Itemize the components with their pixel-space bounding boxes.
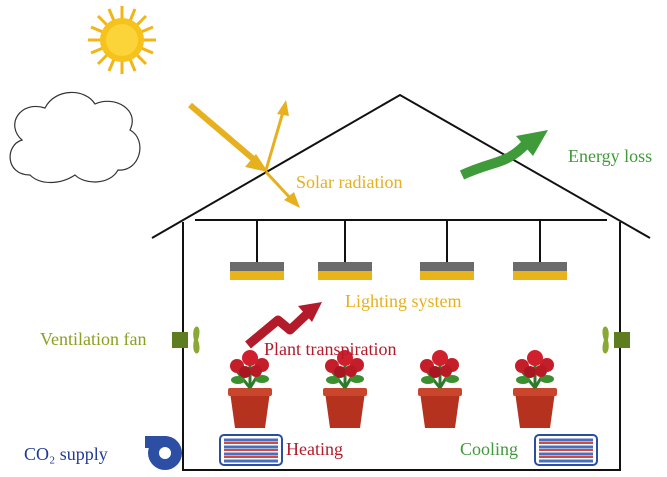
heating-label: Heating bbox=[286, 439, 343, 459]
solar-radiation-label: Solar radiation bbox=[296, 172, 402, 192]
lighting-system-label: Lighting system bbox=[345, 291, 462, 311]
cooling-label: Cooling bbox=[460, 439, 518, 459]
energy-loss-label: Energy loss bbox=[568, 146, 652, 166]
plant-transpiration-label: Plant transpiration bbox=[264, 339, 396, 359]
ventilation-fan-label: Ventilation fan bbox=[40, 329, 146, 349]
decorations bbox=[9, 6, 651, 471]
co2-supply-label: CO₂ supply bbox=[24, 444, 108, 464]
